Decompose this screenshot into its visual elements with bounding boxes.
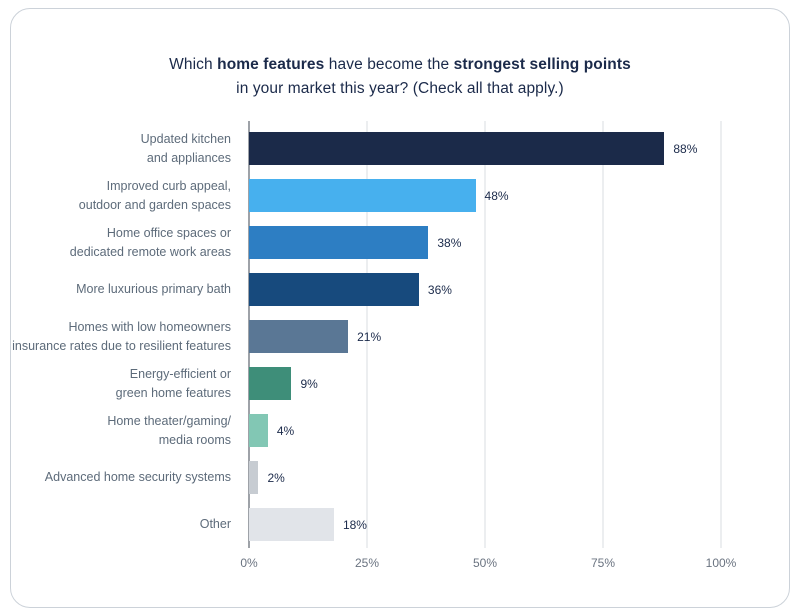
chart-row: Updated kitchen and appliances 88%	[11, 125, 789, 172]
bar-track: 38%	[249, 226, 721, 260]
bar	[249, 273, 419, 307]
x-tick-label: 100%	[705, 556, 737, 571]
value-label: 4%	[276, 423, 295, 438]
bar	[249, 132, 665, 166]
chart-row: More luxurious primary bath 36%	[11, 266, 789, 313]
chart-row: Homes with low homeowners insurance rate…	[11, 313, 789, 360]
bar-track: 4%	[249, 414, 721, 448]
value-label: 2%	[267, 470, 285, 485]
category-label: Home office spaces or dedicated remote w…	[69, 226, 231, 259]
chart-card: Which home features have become the stro…	[10, 8, 790, 608]
bar	[249, 461, 259, 495]
bar-track: 48%	[249, 179, 721, 213]
value-label: 21%	[357, 329, 382, 344]
x-axis: 0% 25% 50% 75% 100%	[240, 548, 736, 580]
gridline	[484, 121, 486, 549]
bar-track: 88%	[249, 132, 721, 166]
x-tick-label: 50%	[472, 556, 498, 571]
bar-track: 9%	[249, 367, 721, 401]
title-segment: have become the	[324, 56, 454, 73]
category-label: Homes with low homeowners insurance rate…	[12, 320, 231, 353]
category-label: Home theater/gaming/ media rooms	[107, 414, 231, 447]
gridline	[720, 121, 722, 549]
chart-rows: Updated kitchen and appliances 88% Improve…	[11, 125, 789, 548]
bar	[249, 414, 268, 448]
chart-row: Energy-efficient or green home features 9…	[11, 360, 789, 407]
value-label: 88%	[673, 141, 698, 156]
bar-chart: Updated kitchen and appliances 88% Improve…	[11, 121, 789, 580]
bar-track: 18%	[249, 508, 721, 542]
value-label: 38%	[437, 235, 462, 250]
chart-row: Improved curb appeal, outdoor and garden…	[11, 172, 789, 219]
bar-track: 36%	[249, 273, 721, 307]
category-label: Updated kitchen and appliances	[140, 132, 231, 165]
value-label: 18%	[342, 517, 367, 532]
value-label: 36%	[427, 282, 452, 297]
value-label: 9%	[300, 376, 318, 391]
chart-row: Home theater/gaming/ media rooms 4%	[11, 407, 789, 454]
category-label: Other	[199, 517, 231, 532]
title-bold-segment: home features	[217, 56, 325, 73]
bar	[249, 179, 476, 213]
category-label: Advanced home security systems	[44, 470, 231, 485]
chart-row: Home office spaces or dedicated remote w…	[11, 219, 789, 266]
bar-track: 2%	[249, 461, 721, 495]
bar	[249, 367, 292, 401]
x-tick-label: 0%	[240, 556, 258, 571]
chart-title: Which home features have become the stro…	[11, 53, 789, 101]
title-segment: Which	[169, 56, 218, 73]
chart-row: Advanced home security systems 2%	[11, 454, 789, 501]
title-bold-segment: strongest selling points	[453, 56, 631, 73]
bar	[249, 508, 334, 542]
gridline	[366, 121, 368, 549]
gridline	[602, 121, 604, 549]
category-label: Energy-efficient or green home features	[115, 367, 231, 400]
bar	[249, 226, 429, 260]
value-label: 48%	[484, 188, 509, 203]
x-tick-label: 75%	[590, 556, 616, 571]
title-segment: in your market this year? (Check all tha…	[236, 80, 564, 98]
x-tick-label: 25%	[354, 556, 380, 571]
chart-row: Other 18%	[11, 501, 789, 548]
bar	[249, 320, 349, 354]
category-label: Improved curb appeal, outdoor and garden…	[78, 179, 231, 212]
category-label: More luxurious primary bath	[76, 282, 231, 297]
bar-track: 21%	[249, 320, 721, 354]
